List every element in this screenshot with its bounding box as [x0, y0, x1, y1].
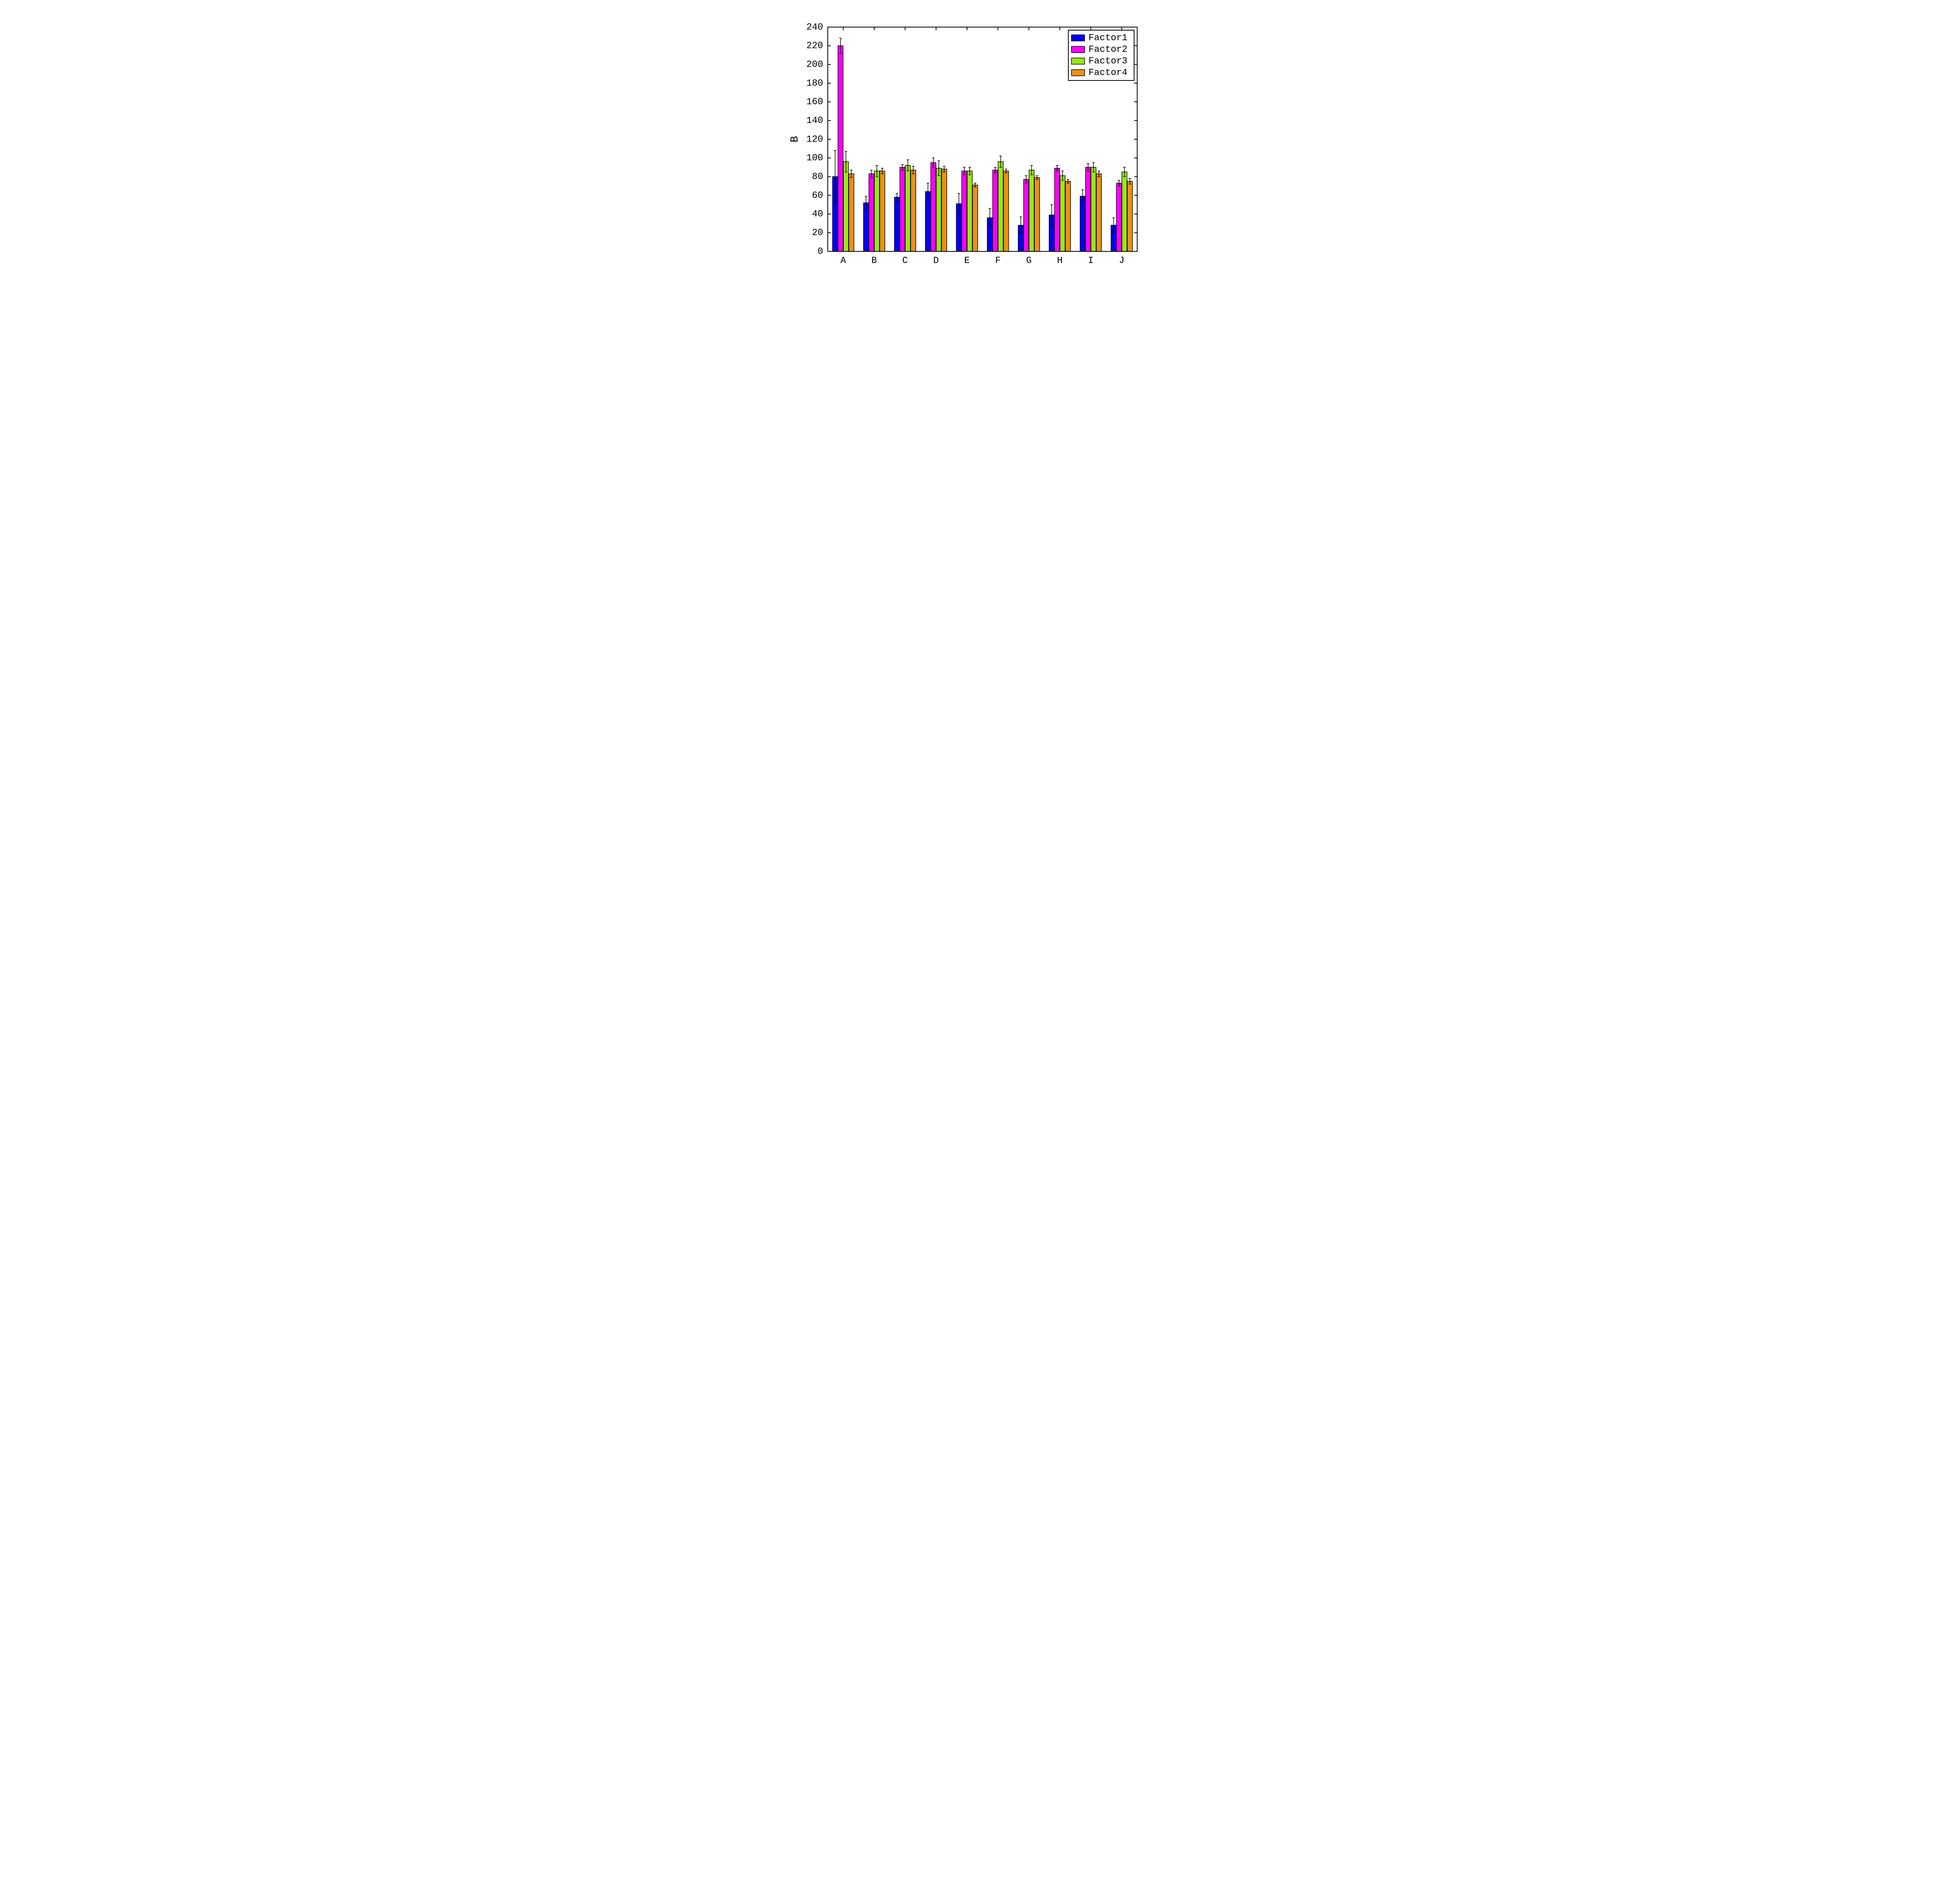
bar [1127, 181, 1132, 251]
bar [1023, 179, 1029, 251]
x-tick-label: G [1026, 256, 1032, 266]
x-tick-label: I [1088, 256, 1093, 266]
bar [900, 167, 905, 252]
y-tick-label: 120 [806, 134, 823, 145]
y-tick-label: 0 [818, 246, 823, 257]
legend-swatch [1071, 58, 1085, 64]
bar [849, 174, 854, 251]
legend-swatch [1071, 70, 1085, 76]
bar [905, 166, 910, 251]
bar [941, 169, 946, 251]
chart-container: 0 20 40 60 80 100 120 140 160 180 200 220 240 B A B C D E F… [774, 0, 1160, 296]
legend-label: Factor3 [1088, 56, 1128, 67]
bar [936, 168, 941, 251]
bar [874, 171, 879, 251]
x-tick-label: A [841, 256, 846, 266]
bar [1080, 196, 1085, 251]
y-tick-label: 60 [812, 190, 823, 201]
bar [863, 203, 868, 251]
bar [1034, 178, 1039, 251]
y-tick-label: 220 [806, 41, 823, 51]
legend-swatch [1071, 35, 1085, 41]
legend-label: Factor1 [1088, 33, 1128, 43]
y-tick-label: 240 [806, 22, 823, 32]
x-tick-label: E [964, 256, 970, 266]
bar [998, 162, 1003, 251]
y-axis-label: B [789, 136, 801, 143]
x-tick-label: C [902, 256, 908, 266]
bar [1091, 167, 1096, 252]
y-tick-label: 160 [806, 97, 823, 108]
y-tick-label: 100 [806, 153, 823, 164]
bar [1003, 171, 1008, 251]
legend-label: Factor2 [1088, 44, 1128, 55]
bar-chart: 0 20 40 60 80 100 120 140 160 180 200 220 240 B A B C D E F… [774, 0, 1160, 296]
bar [1060, 176, 1065, 251]
x-tick-label: F [995, 256, 1001, 266]
bar [925, 191, 930, 251]
bar [1065, 181, 1070, 251]
legend-swatch [1071, 46, 1085, 53]
bar [838, 46, 843, 251]
y-tick-label: 80 [812, 172, 823, 182]
y-tick-label: 180 [806, 78, 823, 89]
y-tick-label: 20 [812, 228, 823, 238]
bar [972, 185, 977, 251]
bar [1085, 167, 1090, 252]
bar [993, 170, 998, 251]
bar [843, 162, 848, 251]
bar [869, 174, 874, 251]
bar [894, 197, 899, 251]
bar [1029, 170, 1034, 251]
legend-label: Factor4 [1088, 68, 1128, 78]
x-tick-label: D [933, 256, 939, 266]
y-tick-label: 40 [812, 209, 823, 220]
x-tick-label: B [871, 256, 877, 266]
bar [1054, 168, 1059, 251]
x-tick-label: J [1119, 256, 1124, 266]
bar [967, 171, 972, 251]
bar [880, 171, 885, 251]
bar [931, 162, 936, 251]
bar [1122, 172, 1127, 251]
bar [962, 171, 967, 251]
bar [1096, 174, 1101, 251]
x-tick-label: H [1057, 256, 1063, 266]
bar [911, 170, 916, 251]
bar [1116, 183, 1121, 251]
y-tick-label: 200 [806, 60, 823, 70]
y-tick-label: 140 [806, 116, 823, 126]
